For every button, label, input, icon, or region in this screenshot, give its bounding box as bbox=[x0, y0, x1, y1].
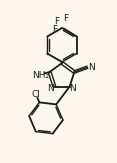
Text: Cl: Cl bbox=[31, 90, 40, 99]
Text: N: N bbox=[69, 84, 76, 93]
Text: NH₂: NH₂ bbox=[32, 71, 49, 80]
Text: N: N bbox=[47, 84, 54, 93]
Text: F: F bbox=[63, 14, 68, 23]
Text: N: N bbox=[88, 63, 95, 72]
Text: F: F bbox=[52, 25, 57, 34]
Text: F: F bbox=[54, 17, 59, 26]
